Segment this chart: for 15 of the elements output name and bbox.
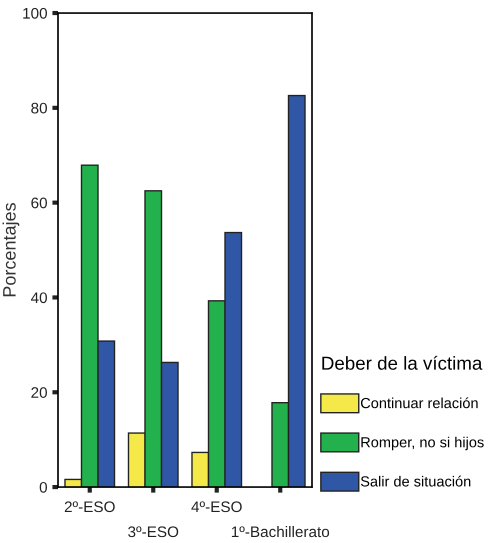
x-tick-label: 3º-ESO bbox=[128, 526, 178, 538]
y-tick-label: 20 bbox=[31, 387, 47, 398]
y-tick-label: 40 bbox=[30, 292, 47, 304]
y-tick-label: 0 bbox=[40, 482, 47, 493]
y-axis-title: Porcentajes bbox=[2, 203, 20, 296]
x-tick-label: 4º-ESO bbox=[191, 501, 242, 512]
x-tick-label: 2º-ESO bbox=[64, 501, 115, 512]
legend-label: Romper, no si hijos bbox=[361, 436, 484, 450]
x-tick-label: 1º-Bachillerato bbox=[232, 526, 330, 538]
legend-label: Salir de situación bbox=[360, 476, 470, 487]
y-tick-label: 60 bbox=[31, 198, 47, 208]
legend-title: Deber de la víctima bbox=[322, 356, 482, 370]
y-tick-label: 80 bbox=[31, 102, 47, 114]
y-tick-label: 100 bbox=[23, 8, 47, 19]
legend-label: Continuar relación bbox=[360, 397, 478, 408]
